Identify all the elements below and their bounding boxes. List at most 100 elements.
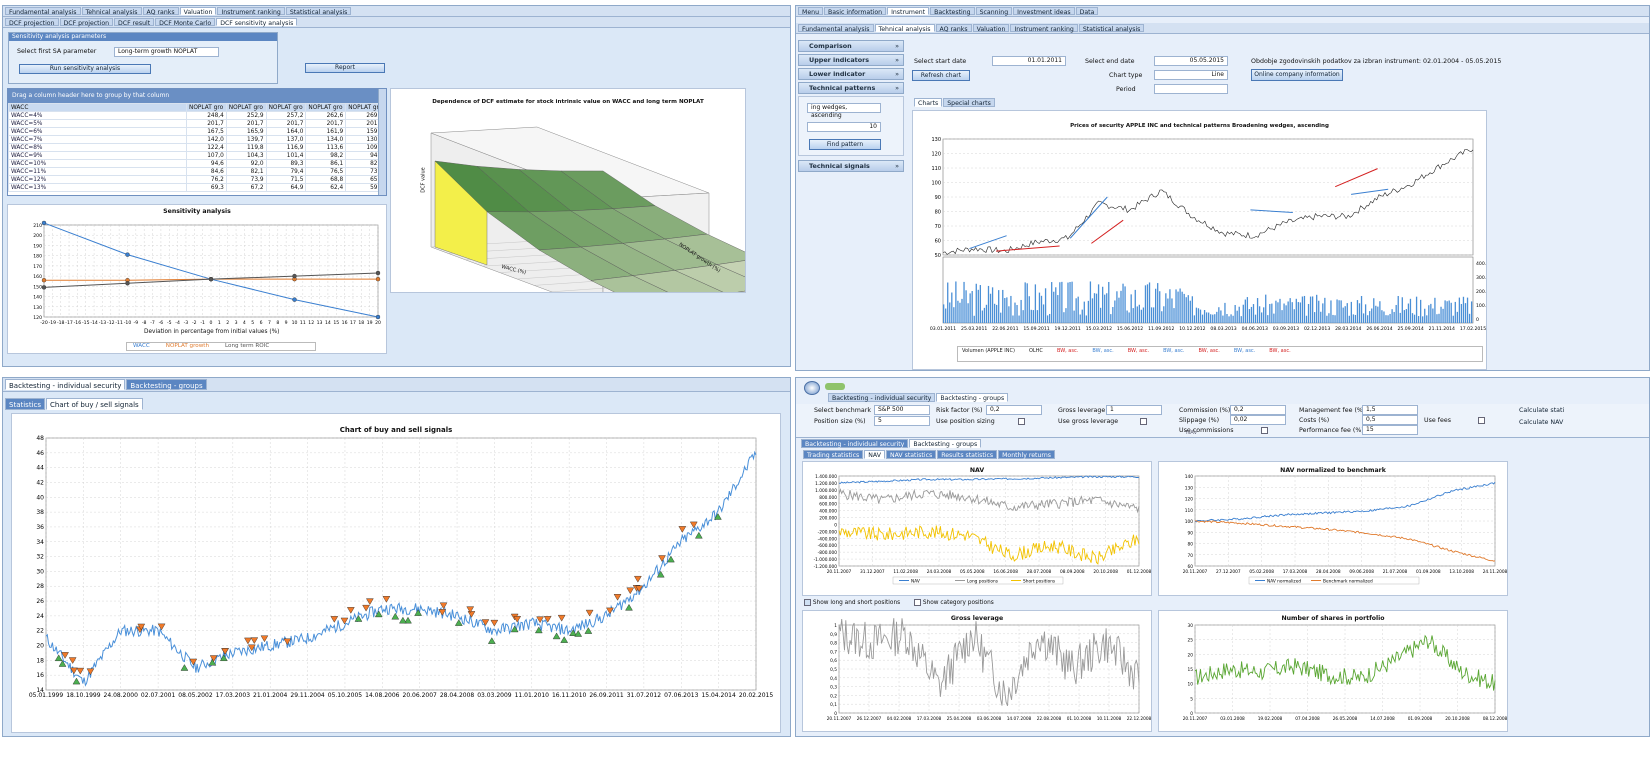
- slippage-input[interactable]: 0,02: [1230, 415, 1286, 425]
- use-gross-leverage-checkbox[interactable]: [1140, 418, 1147, 425]
- sidebar-comparison[interactable]: Comparison: [798, 40, 904, 52]
- tab-dcf-projection-2[interactable]: DCF projection: [59, 18, 114, 27]
- menu-menu[interactable]: Menu: [798, 7, 823, 16]
- run-sa-button[interactable]: Run sensitivity analysis: [19, 64, 151, 74]
- sidebar-technical-signals[interactable]: Technical signals: [798, 160, 904, 172]
- table-row[interactable]: WACC=10% 94,6 92,0 89,3 86,1 82,7: [8, 159, 386, 168]
- table-row[interactable]: WACC=4% 248,4 252,9 257,2 262,6 269,5: [8, 111, 386, 120]
- tab-statistics[interactable]: Statistics: [5, 398, 45, 410]
- position-size-input[interactable]: 5: [874, 416, 930, 426]
- tab-nav[interactable]: NAV: [864, 450, 885, 459]
- benchmark-select[interactable]: S&P 500: [874, 405, 930, 415]
- table-row[interactable]: WACC=11% 84,6 82,1 79,4 76,5 73,3: [8, 167, 386, 176]
- end-date-input[interactable]: 05.05.2015: [1154, 56, 1228, 66]
- tab-fundamental[interactable]: Fundamental analysis: [5, 7, 81, 16]
- tab-technical[interactable]: Tehnical analysis: [874, 24, 935, 33]
- calc-nav-button[interactable]: Calculate NAV: [1519, 419, 1564, 426]
- app-orb[interactable]: [804, 381, 820, 395]
- tab-signal-chart[interactable]: Chart of buy / sell signals: [46, 398, 143, 410]
- menu-data[interactable]: Data: [1075, 7, 1099, 16]
- tab-backtest-groups[interactable]: Backtesting - groups: [126, 379, 207, 390]
- tab-technical[interactable]: Tehnical analysis: [81, 7, 142, 16]
- table-row[interactable]: WACC=8% 122,4 119,8 116,9 113,6 109,8: [8, 143, 386, 152]
- tab-aq-ranks[interactable]: AQ ranks: [142, 7, 179, 16]
- pattern-select[interactable]: ing wedges, ascending: [807, 103, 881, 119]
- tab-backtest-individual[interactable]: Backtesting - individual security: [828, 393, 936, 402]
- volume-bar: [991, 287, 994, 323]
- table-row[interactable]: WACC=12% 76,2 73,9 71,5 68,8 65,9: [8, 175, 386, 184]
- tab-backtest-individual-2[interactable]: Backtesting - individual security: [801, 439, 909, 448]
- costs-input[interactable]: 0,5: [1362, 415, 1418, 425]
- calc-stats-button[interactable]: Calculate stati: [1519, 407, 1565, 414]
- sidebar-upper-indicators[interactable]: Upper indicators: [798, 54, 904, 66]
- performance-fee-input[interactable]: 15: [1362, 425, 1418, 435]
- sidebar-technical-patterns[interactable]: Technical patterns: [798, 82, 904, 94]
- table-row[interactable]: WACC=13% 69,3 67,2 64,9 62,4 59,8: [8, 183, 386, 192]
- tab-backtest-individual[interactable]: Backtesting - individual security: [5, 379, 126, 390]
- tab-nav-stats[interactable]: NAV statistics: [885, 450, 937, 459]
- pattern-count-input[interactable]: 10: [807, 122, 881, 132]
- start-date-input[interactable]: 01.01.2011: [992, 56, 1066, 66]
- x-tick-label: 17.02.2015: [1460, 326, 1486, 332]
- col-header[interactable]: NOPLAT gro: [186, 103, 227, 112]
- tab-fundamental[interactable]: Fundamental analysis: [798, 24, 874, 33]
- buy-signal: [584, 627, 593, 634]
- grid-scrollbar[interactable]: [378, 89, 386, 195]
- chart-type-select[interactable]: Line: [1154, 70, 1228, 80]
- tab-dcf-sensitivity[interactable]: DCF sensitivity analysis: [216, 18, 298, 27]
- period-select[interactable]: [1154, 84, 1228, 94]
- show-long-short-checkbox[interactable]: [804, 599, 811, 606]
- tab-valuation[interactable]: Valuation: [179, 7, 217, 16]
- risk-factor-input[interactable]: 0,2: [986, 405, 1042, 415]
- tab-instrument-ranking[interactable]: Instrument ranking: [1010, 24, 1078, 33]
- report-button[interactable]: Report: [305, 63, 385, 73]
- use-commissions-checkbox[interactable]: [1261, 427, 1268, 434]
- use-position-sizing-checkbox[interactable]: [1018, 418, 1025, 425]
- menu-investment-ideas[interactable]: Investment ideas: [1013, 7, 1075, 16]
- refresh-chart-button[interactable]: Refresh chart: [912, 70, 970, 81]
- volume-bar: [1322, 303, 1324, 323]
- tab-statistical[interactable]: Statistical analysis: [1078, 24, 1145, 33]
- tab-instrument-ranking[interactable]: Instrument ranking: [217, 7, 285, 16]
- tab-backtest-groups-2[interactable]: Backtesting - groups: [909, 439, 982, 448]
- col-header[interactable]: WACC: [8, 103, 187, 112]
- find-pattern-button[interactable]: Find pattern: [809, 139, 881, 150]
- tab-charts[interactable]: Charts: [914, 98, 943, 107]
- commission-input[interactable]: 0,2: [1230, 405, 1286, 415]
- show-category-checkbox[interactable]: [914, 599, 921, 606]
- col-header[interactable]: NOPLAT gro: [225, 103, 267, 112]
- col-header[interactable]: NOPLAT gro: [305, 103, 347, 112]
- x-tick-label: 1: [218, 320, 221, 326]
- quick-access-toolbar[interactable]: [825, 383, 845, 390]
- x-tick-label: 25.03.2011: [961, 326, 987, 332]
- menu-scanning[interactable]: Scanning: [975, 7, 1013, 16]
- table-row[interactable]: WACC=9% 107,0 104,3 101,4 98,2 94,5: [8, 151, 386, 160]
- menu-basic-info[interactable]: Basic information: [824, 7, 887, 16]
- gross-leverage-input[interactable]: 1: [1106, 405, 1162, 415]
- tab-special-charts[interactable]: Special charts: [943, 98, 995, 107]
- menu-backtesting[interactable]: Backtesting: [930, 7, 975, 16]
- tab-dcf-monte-carlo[interactable]: DCF Monte Carlo: [155, 18, 216, 27]
- use-fees-checkbox[interactable]: [1478, 417, 1485, 424]
- table-row[interactable]: WACC=5% 201,7 201,7 201,7 201,7 201,7: [8, 119, 386, 128]
- sa-param-select[interactable]: Long-term growth NOPLAT: [114, 47, 219, 57]
- sell-signal: [382, 596, 391, 603]
- tab-results-stats[interactable]: Results statistics: [937, 450, 998, 459]
- table-row[interactable]: WACC=7% 142,0 139,7 137,0 134,0 130,5: [8, 135, 386, 144]
- menu-instrument[interactable]: Instrument: [887, 7, 930, 16]
- management-fee-input[interactable]: 1,5: [1362, 405, 1418, 415]
- tab-monthly-returns[interactable]: Monthly returns: [998, 450, 1055, 459]
- tab-aq-ranks[interactable]: AQ ranks: [935, 24, 972, 33]
- col-header[interactable]: NOPLAT gro: [265, 103, 307, 112]
- tab-statistical[interactable]: Statistical analysis: [285, 7, 352, 16]
- volume-bar: [1316, 294, 1318, 323]
- tab-trading-stats[interactable]: Trading statistics: [803, 450, 864, 459]
- table-row[interactable]: WACC=6% 167,5 165,9 164,0 161,9 159,3: [8, 127, 386, 136]
- tab-backtest-groups[interactable]: Backtesting - groups: [936, 393, 1009, 402]
- tab-dcf-projection[interactable]: DCF projection: [5, 18, 59, 27]
- online-info-button[interactable]: Online company information: [1251, 69, 1343, 81]
- tab-dcf-result[interactable]: DCF result: [114, 18, 155, 27]
- x-tick-label: 21.11.2014: [1429, 326, 1455, 332]
- tab-valuation[interactable]: Valuation: [972, 24, 1010, 33]
- sidebar-lower-indicator[interactable]: Lower indicator: [798, 68, 904, 80]
